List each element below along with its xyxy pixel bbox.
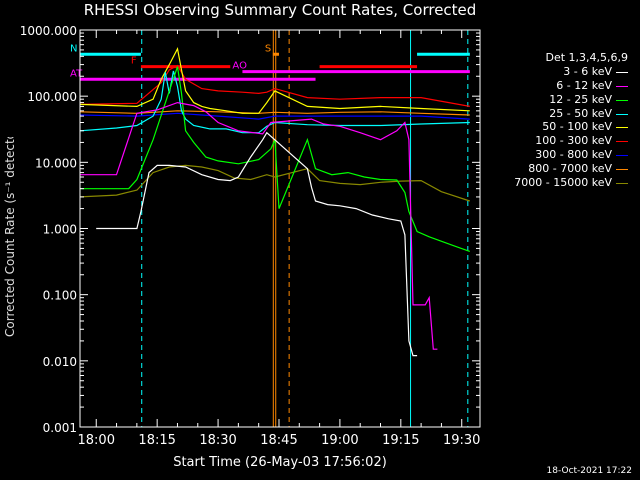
y-tick-label-6: 1000.000	[20, 24, 77, 38]
legend-item-label: 3 - 6 keV	[563, 64, 612, 78]
legend-rows: 3 - 6 keV 6 - 12 keV 12 - 25 keV 25 - 50 ke…	[486, 65, 638, 190]
series-group	[79, 46, 470, 357]
flag-label-ao: AO	[232, 61, 247, 72]
legend-item: 100 - 300 keV	[486, 134, 638, 148]
legend-item: 7000 - 15000 keV	[486, 176, 638, 190]
legend-item-label: 12 - 25 keV	[549, 92, 612, 106]
series-line-8	[79, 164, 470, 202]
series-line-1	[80, 101, 438, 350]
x-tick-label-2: 18:30	[199, 433, 236, 448]
y-tick-label-5: 100.000	[27, 90, 77, 104]
legend-item: 300 - 800 keV	[486, 148, 638, 162]
legend-item-label: 50 - 100 keV	[542, 120, 612, 134]
legend-header: Det 1,3,4,5,6,9	[545, 51, 628, 64]
legend-swatch	[616, 169, 628, 171]
legend-item: 25 - 50 keV	[486, 107, 638, 121]
y-tick-label-1: 0.010	[43, 355, 77, 369]
legend-item-label: 800 - 7000 keV	[528, 162, 612, 176]
legend-swatch	[616, 71, 628, 73]
y-tick-label-0: 0.001	[43, 421, 77, 435]
legend-item-label: 6 - 12 keV	[556, 78, 612, 92]
legend-item-label: 7000 - 15000 keV	[514, 176, 612, 190]
legend-swatch	[616, 99, 628, 101]
legend-swatch	[616, 113, 628, 115]
legend-swatch	[616, 85, 628, 87]
legend: Det 1,3,4,5,6,9 3 - 6 keV 6 - 12 keV 12 - …	[486, 51, 638, 190]
legend-item: 6 - 12 keV	[486, 79, 638, 93]
axis-ticks: 0.001 0.010 0.100 1.000 10.000 100.000 1000.00…	[20, 24, 481, 448]
series-line-0	[96, 131, 418, 357]
y-tick-label-2: 0.100	[43, 289, 77, 303]
series-line-3	[79, 70, 470, 134]
legend-swatch	[616, 141, 628, 143]
legend-item-label: 25 - 50 keV	[549, 106, 612, 120]
overlay-lines: F N AO AT S	[70, 30, 470, 427]
legend-item-label: 300 - 800 keV	[535, 148, 612, 162]
series-line-4	[79, 46, 470, 114]
legend-swatch	[616, 183, 628, 185]
legend-item: 3 - 6 keV	[486, 65, 638, 79]
x-tick-label-5: 19:15	[382, 433, 419, 448]
flag-label-f: F	[131, 56, 137, 67]
flag-label-s: S	[265, 43, 271, 54]
y-axis-label: Corrected Count Rate (s⁻¹ detector⁻¹)	[3, 137, 17, 337]
y-tick-label-3: 1.000	[43, 223, 77, 237]
x-tick-label-1: 18:15	[138, 433, 175, 448]
series-line-6	[79, 112, 470, 120]
flag-label-at: AT	[70, 68, 83, 79]
x-tick-label-0: 18:00	[78, 433, 115, 448]
series-line-7	[79, 110, 470, 116]
x-axis-label: Start Time (26-May-03 17:56:02)	[173, 455, 387, 470]
legend-item: 800 - 7000 keV	[486, 162, 638, 176]
legend-item: 50 - 100 keV	[486, 120, 638, 134]
footer-timestamp: 18-Oct-2021 17:22	[546, 466, 632, 476]
legend-swatch	[616, 127, 628, 129]
legend-item: 12 - 25 keV	[486, 93, 638, 107]
x-tick-label-6: 19:30	[443, 433, 480, 448]
chart-title: RHESSI Observing Summary Count Rates, Co…	[83, 1, 477, 19]
x-tick-label-4: 19:00	[321, 433, 358, 448]
legend-item-label: 100 - 300 keV	[535, 134, 612, 148]
y-tick-label-4: 10.000	[35, 156, 77, 170]
legend-swatch	[616, 155, 628, 157]
series-line-5	[79, 64, 470, 107]
flag-label-n: N	[70, 43, 77, 54]
x-tick-label-3: 18:45	[260, 433, 297, 448]
